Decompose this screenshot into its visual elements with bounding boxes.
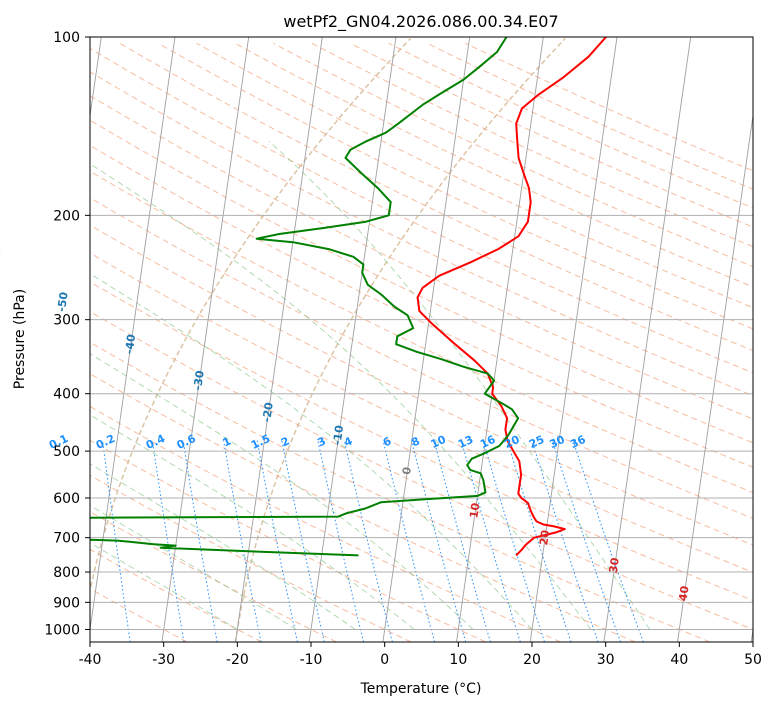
x-tick-label: 30: [597, 652, 615, 668]
isotherm: [235, 37, 323, 642]
moist-adiabat: [90, 353, 474, 630]
y-tick-label: 100: [53, 30, 80, 46]
mixing-ratio-line: [482, 440, 545, 642]
dry-adiabat: [90, 224, 753, 546]
mixing-ratio-line: [411, 440, 467, 642]
temperature-line-label: -30: [191, 369, 207, 391]
background-lines: [90, 37, 753, 642]
moist-adiabat: [90, 163, 592, 630]
x-tick-label: 40: [670, 652, 688, 668]
mixing-ratio-label: 13: [456, 433, 475, 451]
dewpoint-line: [90, 37, 520, 557]
y-tick-label: 400: [53, 387, 80, 403]
profile-lines: [90, 37, 607, 557]
dry-adiabat: [90, 197, 753, 519]
dry-adiabat: [90, 71, 753, 397]
mixing-ratio-label: 10: [429, 433, 449, 451]
mixing-ratio-line: [433, 440, 491, 642]
y-tick-label: 900: [53, 595, 80, 611]
dry-adiabat: [90, 474, 412, 642]
mixing-ratio-line: [151, 440, 185, 642]
temperature-line-label: -20: [260, 401, 276, 423]
plot-frame: [89, 36, 754, 643]
x-tick-label: 50: [744, 652, 762, 668]
y-axis: 100 200 300 400 500 600 700 800 900 1000: [44, 30, 90, 638]
mixing-ratio-label: 16: [478, 433, 498, 451]
mixing-ratio-label: 25: [527, 433, 546, 451]
y-tick-label: 600: [53, 491, 80, 507]
mixing-ratio-line: [102, 440, 131, 642]
x-axis: -40 -30 -20 -10 0 10 20 30 40 50: [79, 642, 762, 668]
plot-background: [90, 37, 753, 642]
isotherm: [603, 37, 692, 642]
temperature-line-label: 40: [676, 585, 691, 602]
chart-title: wetPf2_GN04.2026.086.00.34.E07: [283, 12, 558, 32]
y-tick-label: 800: [53, 565, 80, 581]
isotherm: [161, 37, 250, 642]
isotherm: [677, 112, 753, 642]
dry-adiabat: [90, 47, 753, 374]
mixing-ratio-label: 30: [548, 433, 568, 451]
tan-curve: [90, 37, 412, 595]
dry-adiabat: [90, 144, 753, 468]
moist-adiabat: [90, 463, 356, 630]
y-tick-label: 700: [53, 531, 80, 547]
mixing-ratio-line: [182, 440, 218, 642]
isotherm: [308, 37, 397, 642]
pressure-gridlines: [90, 37, 753, 630]
mixing-ratio-line: [223, 440, 262, 642]
mixing-ratio-line: [256, 440, 298, 642]
x-tick-label: 0: [380, 652, 389, 668]
x-tick-label: -40: [79, 652, 102, 668]
moist-adiabat: [90, 273, 533, 630]
moist-adiabat: [90, 504, 297, 630]
x-tick-label: -20: [226, 652, 249, 668]
moist-adiabat: [268, 140, 651, 630]
line-labels: -100-90-80-70-60-50-40-30-20-10010203040…: [0, 246, 692, 602]
dry-adiabat: [90, 439, 487, 642]
y-tick-label: 500: [53, 444, 80, 460]
mixing-ratio-line: [281, 440, 325, 642]
dry-adiabat: [90, 170, 753, 494]
x-tick-label: 10: [449, 652, 467, 668]
dry-adiabat: [90, 119, 753, 444]
temperature-line-label: 10: [467, 502, 482, 519]
temperature-line-label: -50: [55, 291, 71, 313]
mixing-ratio-line: [460, 440, 521, 642]
dry-adiabat: [465, 42, 753, 172]
isotherm: [456, 37, 544, 642]
mixing-ratio-line: [343, 440, 393, 642]
x-tick-label: -30: [152, 652, 175, 668]
mixing-ratio-line: [382, 440, 436, 642]
y-tick-label: 1000: [44, 622, 80, 638]
temperature-line-label: -40: [123, 333, 139, 355]
dry-adiabat: [90, 373, 636, 642]
mixing-ratio-line: [317, 440, 364, 642]
dry-adiabat: [90, 341, 711, 642]
isotherm: [529, 37, 618, 642]
x-tick-label: 20: [523, 652, 541, 668]
mixing-ratio-label: 20: [502, 433, 522, 451]
temperature-line-label: 20: [537, 529, 552, 546]
isotherm: [382, 37, 471, 642]
mixing-ratio-line: [572, 440, 644, 642]
dry-adiabat: [119, 42, 753, 352]
y-tick-label: 200: [53, 208, 80, 224]
isotherm: [90, 37, 176, 633]
x-axis-label: Temperature (°C): [360, 681, 482, 697]
mixing-ratio-label: 36: [568, 433, 588, 451]
x-tick-label: -10: [300, 652, 323, 668]
temperature-line-label: -60: [0, 246, 4, 268]
moist-adiabat: [90, 414, 415, 630]
dry-adiabat: [90, 252, 753, 573]
y-tick-label: 300: [53, 313, 80, 329]
tan-curve: [234, 37, 566, 642]
y-axis-label: Pressure (hPa): [12, 289, 28, 389]
temperature-line-label: -10: [331, 424, 347, 446]
temperature-line-label: 0: [400, 466, 414, 476]
temperature-line-label: 30: [607, 557, 622, 574]
